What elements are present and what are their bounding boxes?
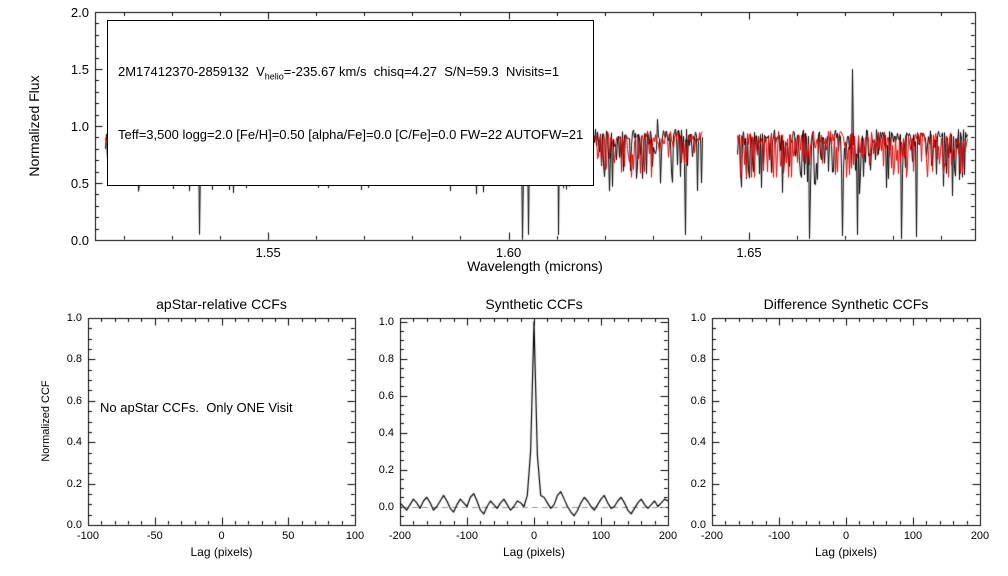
x-tick-label: 200 <box>658 530 678 542</box>
y-tick-label: 0.6 <box>66 394 82 407</box>
x-tick-label: 0 <box>530 530 538 542</box>
y-tick-label: 0.4 <box>378 426 394 439</box>
y-tick-label: 0.4 <box>66 436 82 449</box>
x-tick-label: -50 <box>146 530 163 542</box>
y-tick-label: 0.0 <box>66 519 82 531</box>
x-tick-label: -100 <box>767 530 791 542</box>
y-tick-label: 1.0 <box>378 315 394 328</box>
x-tick-label: 200 <box>970 530 990 542</box>
y-tick-label: 0.4 <box>690 436 706 449</box>
apstar-ccf-title: apStar-relative CCFs <box>156 296 287 312</box>
y-tick-label: 1.0 <box>70 119 89 134</box>
ccf-y-axis-label: Normalized CCF <box>40 380 52 462</box>
no-apstar-ccfs-note: No apStar CCFs. Only ONE Visit <box>100 400 293 415</box>
y-tick-label: 1.5 <box>70 62 89 77</box>
y-tick-label: 0.5 <box>70 176 89 191</box>
difference-ccf-title: Difference Synthetic CCFs <box>763 296 929 312</box>
y-tick-label: 0.6 <box>378 389 394 402</box>
x-tick-label: -100 <box>455 530 479 542</box>
y-tick-label: 0.0 <box>690 519 706 531</box>
spectrum-x-axis-label: Wavelength (microns) <box>467 258 603 274</box>
spectrum-y-axis-label: Normalized Flux <box>26 75 42 177</box>
apstar-ccf-x-axis-label: Lag (pixels) <box>190 545 253 559</box>
y-tick-label: 0.8 <box>690 353 706 366</box>
star-id: 2M17412370-2859132 <box>118 64 249 79</box>
x-tick-label: 100 <box>345 530 365 542</box>
synthetic-ccf-x-axis-label: Lag (pixels) <box>502 545 566 559</box>
y-tick-label: 0.6 <box>690 394 706 407</box>
spectrum-info-box: 2M17412370-2859132 Vhelio=-235.67 km/s c… <box>107 20 595 186</box>
y-tick-label: 0.2 <box>378 463 394 476</box>
x-tick-label: 1.60 <box>495 245 522 260</box>
x-tick-label: 100 <box>903 530 923 542</box>
y-tick-label: 0.0 <box>70 233 89 248</box>
synthetic-ccf-title: Synthetic CCFs <box>485 296 583 312</box>
y-tick-label: 1.0 <box>66 312 82 324</box>
x-tick-label: 50 <box>282 530 295 542</box>
x-tick-label: 0 <box>218 530 225 542</box>
y-tick-label: 0.8 <box>66 353 82 366</box>
info-line-2: Teff=3,500 logg=2.0 [Fe/H]=0.50 [alpha/F… <box>118 126 584 142</box>
y-tick-label: 0.8 <box>378 352 394 365</box>
x-tick-label: 100 <box>591 530 611 542</box>
fit-stats: =-235.67 km/s chisq=4.27 S/N=59.3 Nvisit… <box>283 64 560 79</box>
x-tick-label: 1.55 <box>255 245 281 260</box>
y-tick-label: 0.0 <box>378 500 394 513</box>
vhelio-symbol: V <box>256 64 265 79</box>
y-tick-label: 0.2 <box>690 477 706 490</box>
x-tick-label: 0 <box>842 530 850 542</box>
x-tick-label: -200 <box>388 530 412 542</box>
x-tick-label: -200 <box>700 530 724 542</box>
info-line-1: 2M17412370-2859132 Vhelio=-235.67 km/s c… <box>118 62 583 87</box>
x-tick-label: -100 <box>76 530 100 542</box>
x-tick-label: 1.65 <box>736 245 762 260</box>
difference-ccf-x-axis-label: Lag (pixels) <box>814 545 878 559</box>
spacer <box>249 64 256 79</box>
y-tick-label: 2.0 <box>70 5 89 20</box>
vhelio-subscript: helio <box>264 71 284 82</box>
y-tick-label: 0.2 <box>66 477 82 490</box>
y-tick-label: 1.0 <box>690 312 706 324</box>
